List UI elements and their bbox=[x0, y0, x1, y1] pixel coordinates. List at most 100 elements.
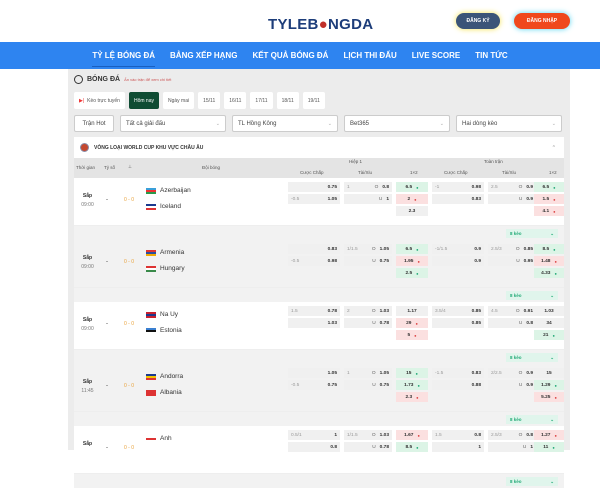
odds-handicap[interactable]: 0.8 bbox=[288, 442, 340, 452]
team-home[interactable]: Na Uy bbox=[146, 311, 178, 318]
date-tab[interactable]: Hôm nay bbox=[128, 92, 159, 109]
odds-handicap[interactable]: -1 0.98 bbox=[432, 182, 484, 192]
nav-news[interactable]: TIN TỨC bbox=[475, 51, 508, 60]
odds-over-under[interactable]: 1/1.5 O 1.05 bbox=[344, 244, 392, 254]
match-row[interactable]: Sắp 09:00-0 - 0 Na Uy Estonia 1.5 0.78 1.03 2 O 1… bbox=[74, 302, 564, 350]
odds-handicap[interactable]: 1 bbox=[432, 442, 484, 452]
odds-handicap[interactable]: 1.5 0.8 bbox=[432, 430, 484, 440]
odds-1x2[interactable]: 1.67 ● bbox=[396, 430, 428, 440]
league-select[interactable]: Tất cả giải đấu ⌄ bbox=[120, 115, 226, 132]
odds-1x2[interactable]: 5 ● bbox=[396, 330, 428, 340]
odds-1x2[interactable]: 6.5 ● bbox=[396, 244, 428, 254]
site-logo[interactable]: TYLEB●NGDA bbox=[268, 16, 374, 33]
odds-over-under[interactable]: U 0.78 bbox=[344, 318, 392, 328]
date-tab[interactable]: 17/11 bbox=[250, 92, 273, 109]
odds-over-under[interactable]: 1 O 1.05 bbox=[344, 368, 392, 378]
odds-handicap[interactable]: -0.5 0.98 bbox=[288, 256, 340, 266]
register-button[interactable]: ĐĂNG KÝ bbox=[456, 13, 500, 29]
odds-handicap[interactable]: 0.83 bbox=[432, 194, 484, 204]
odds-1x2[interactable]: 15 bbox=[534, 368, 564, 378]
hot-match-button[interactable]: Trận Hot bbox=[74, 115, 114, 132]
odds-handicap[interactable]: 0.5/1 1 bbox=[288, 430, 340, 440]
odds-over-under[interactable]: U 0.78 bbox=[344, 442, 392, 452]
odds-1x2[interactable]: 2.3 bbox=[396, 206, 428, 216]
odds-1x2[interactable]: 1.29 ● bbox=[534, 380, 564, 390]
match-row[interactable]: Sắp 09:00-0 - 0 Armenia Hungary 0.83 -0.5 0.98… bbox=[74, 240, 564, 288]
odds-over-under[interactable]: 2 O 1.03 bbox=[344, 306, 392, 316]
odds-1x2[interactable]: 6.5 ● bbox=[396, 182, 428, 192]
team-home[interactable]: Anh bbox=[146, 435, 172, 442]
odds-1x2[interactable]: 1.27 ● bbox=[534, 430, 564, 440]
odds-over-under[interactable]: U 0.8 bbox=[488, 318, 536, 328]
league-header[interactable]: VÒNG LOẠI WORLD CUP KHU VỰC CHÂU ÂU ⌃ bbox=[74, 137, 564, 158]
odds-1x2[interactable]: 1.5 ● bbox=[534, 194, 564, 204]
odds-1x2[interactable]: 1.17 bbox=[396, 306, 428, 316]
date-tab[interactable]: Ngày mai bbox=[162, 92, 195, 109]
odds-1x2[interactable]: 1.48 ● bbox=[534, 256, 564, 266]
nav-schedule[interactable]: LỊCH THI ĐẤU bbox=[343, 51, 397, 60]
odds-1x2[interactable]: 6.5 ● bbox=[534, 182, 564, 192]
more-odds-button[interactable]: 8 kèo ⌄ bbox=[506, 353, 558, 362]
odds-1x2[interactable]: 34 bbox=[534, 318, 564, 328]
more-odds-button[interactable]: 8 kèo ⌄ bbox=[506, 477, 558, 486]
odds-over-under[interactable]: 2.5 O 0.9 bbox=[488, 182, 536, 192]
more-odds-button[interactable]: 8 kèo ⌄ bbox=[506, 415, 558, 424]
chevron-up-icon[interactable]: ⌃ bbox=[551, 144, 556, 151]
team-home[interactable]: Andorra bbox=[146, 373, 183, 380]
odds-over-under[interactable]: 4.5 O 0.91 bbox=[488, 306, 536, 316]
team-home[interactable]: Armenia bbox=[146, 249, 184, 256]
odds-1x2[interactable]: 4.33 ● bbox=[534, 268, 564, 278]
odds-handicap[interactable]: 0.88 bbox=[432, 380, 484, 390]
match-row[interactable]: Sắp 09:00 - 0 - 0 Azerbaijan Iceland 0.75 -0.5 1… bbox=[74, 178, 564, 226]
odds-handicap[interactable]: -0.5 1.05 bbox=[288, 194, 340, 204]
bookmaker-select[interactable]: Bet365 ⌄ bbox=[344, 115, 450, 132]
team-home[interactable]: Azerbaijan bbox=[146, 187, 191, 194]
team-away[interactable]: Albania bbox=[146, 389, 182, 396]
date-tab[interactable]: 18/11 bbox=[276, 92, 299, 109]
odds-handicap[interactable]: -1/1.5 0.9 bbox=[432, 244, 484, 254]
date-tab[interactable]: 16/11 bbox=[224, 92, 247, 109]
odds-over-under[interactable]: U 0.95 bbox=[488, 256, 536, 266]
nav-results[interactable]: KẾT QUẢ BÓNG ĐÁ bbox=[252, 51, 329, 60]
match-row[interactable]: Sắp 11:45 - 0 - 0 Andorra Albania 1.05 -0.5 0.75… bbox=[74, 364, 564, 412]
odds-1x2[interactable]: 2 ● bbox=[396, 194, 428, 204]
odds-1x2[interactable]: 8.5 ● bbox=[396, 442, 428, 452]
odds-handicap[interactable]: 0.85 bbox=[432, 318, 484, 328]
odds-1x2[interactable]: 1.03 bbox=[534, 306, 564, 316]
odds-handicap[interactable]: 0.83 bbox=[288, 244, 340, 254]
date-tab[interactable]: ▶| Kèo trực tuyến bbox=[74, 92, 125, 109]
odds-handicap[interactable]: 3.5/4 0.85 bbox=[432, 306, 484, 316]
odds-1x2[interactable]: 4.1 ● bbox=[534, 206, 564, 216]
odds-over-under[interactable]: 2/2.5 O 0.9 bbox=[488, 368, 536, 378]
odds-type-select[interactable]: TL Hồng Kông ⌄ bbox=[232, 115, 338, 132]
odds-1x2[interactable]: 11 ● bbox=[534, 442, 564, 452]
match-row[interactable]: Sắp -0 - 0 Anh 0.5/1 1 0.8 1/1.5 O 1.03 U 0.78 1.67… bbox=[74, 426, 564, 474]
nav-odds[interactable]: TỶ LỆ BÓNG ĐÁ bbox=[92, 45, 156, 67]
lines-select[interactable]: Hai dòng kèo ⌄ bbox=[456, 115, 562, 132]
odds-over-under[interactable]: 1 O 0.8 bbox=[344, 182, 392, 192]
date-tab[interactable]: 19/11 bbox=[302, 92, 325, 109]
more-odds-button[interactable]: 8 kèo ⌄ bbox=[506, 291, 558, 300]
odds-handicap[interactable]: 0.9 bbox=[432, 256, 484, 266]
odds-handicap[interactable]: -1.5 0.83 bbox=[432, 368, 484, 378]
nav-livescore[interactable]: LIVE SCORE bbox=[411, 51, 461, 60]
odds-over-under[interactable]: 2.5/3 O 0.8 bbox=[488, 430, 536, 440]
odds-over-under[interactable]: U 0.9 bbox=[488, 380, 536, 390]
odds-1x2[interactable]: 21 ● bbox=[534, 330, 564, 340]
odds-over-under[interactable]: 2.5/3 O 0.85 bbox=[488, 244, 536, 254]
odds-over-under[interactable]: 1/1.5 O 1.03 bbox=[344, 430, 392, 440]
login-button[interactable]: ĐĂNG NHẬP bbox=[514, 13, 570, 29]
odds-handicap[interactable]: 0.75 bbox=[288, 182, 340, 192]
odds-handicap[interactable]: -0.5 0.75 bbox=[288, 380, 340, 390]
odds-1x2[interactable]: 2.5 ● bbox=[396, 268, 428, 278]
odds-1x2[interactable]: 5.25 ● bbox=[534, 392, 564, 402]
more-odds-button[interactable]: 8 kèo ⌄ bbox=[506, 229, 558, 238]
odds-1x2[interactable]: 29 ● bbox=[396, 318, 428, 328]
nav-standings[interactable]: BẢNG XẾP HẠNG bbox=[170, 51, 238, 60]
odds-1x2[interactable]: 1.95 ● bbox=[396, 256, 428, 266]
team-away[interactable]: Iceland bbox=[146, 203, 181, 210]
odds-1x2[interactable]: 8.5 ● bbox=[534, 244, 564, 254]
odds-over-under[interactable]: U 0.9 bbox=[488, 194, 536, 204]
